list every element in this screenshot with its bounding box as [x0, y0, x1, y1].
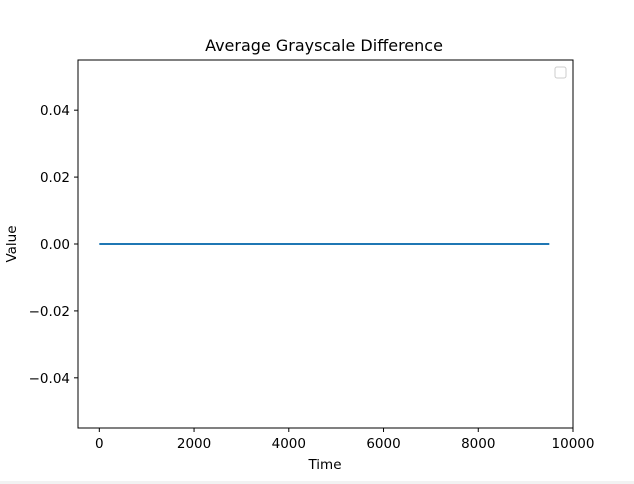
- x-tick-label: 4000: [272, 436, 306, 452]
- x-tick-label: 6000: [366, 436, 400, 452]
- legend-box: [554, 66, 567, 79]
- x-tick-label: 8000: [461, 436, 495, 452]
- y-axis-label: Value: [4, 225, 20, 262]
- y-tick-label: −0.02: [29, 304, 70, 320]
- y-tick-label: 0.02: [40, 170, 70, 186]
- x-tick-label: 0: [95, 436, 104, 452]
- x-tick-label: 10000: [552, 436, 595, 452]
- chart-title: Average Grayscale Difference: [205, 36, 443, 55]
- x-tick-label: 2000: [177, 436, 211, 452]
- y-tick-label: 0.04: [40, 103, 70, 119]
- y-axis-ticks: 0.04 0.02 0.00 −0.02 −0.04: [29, 103, 78, 387]
- x-axis-ticks: 0 2000 4000 6000 8000 10000: [95, 428, 594, 452]
- x-axis-label: Time: [307, 457, 341, 473]
- y-tick-label: −0.04: [29, 371, 70, 387]
- bottom-strip: [0, 481, 634, 484]
- y-tick-label: 0.00: [40, 237, 70, 253]
